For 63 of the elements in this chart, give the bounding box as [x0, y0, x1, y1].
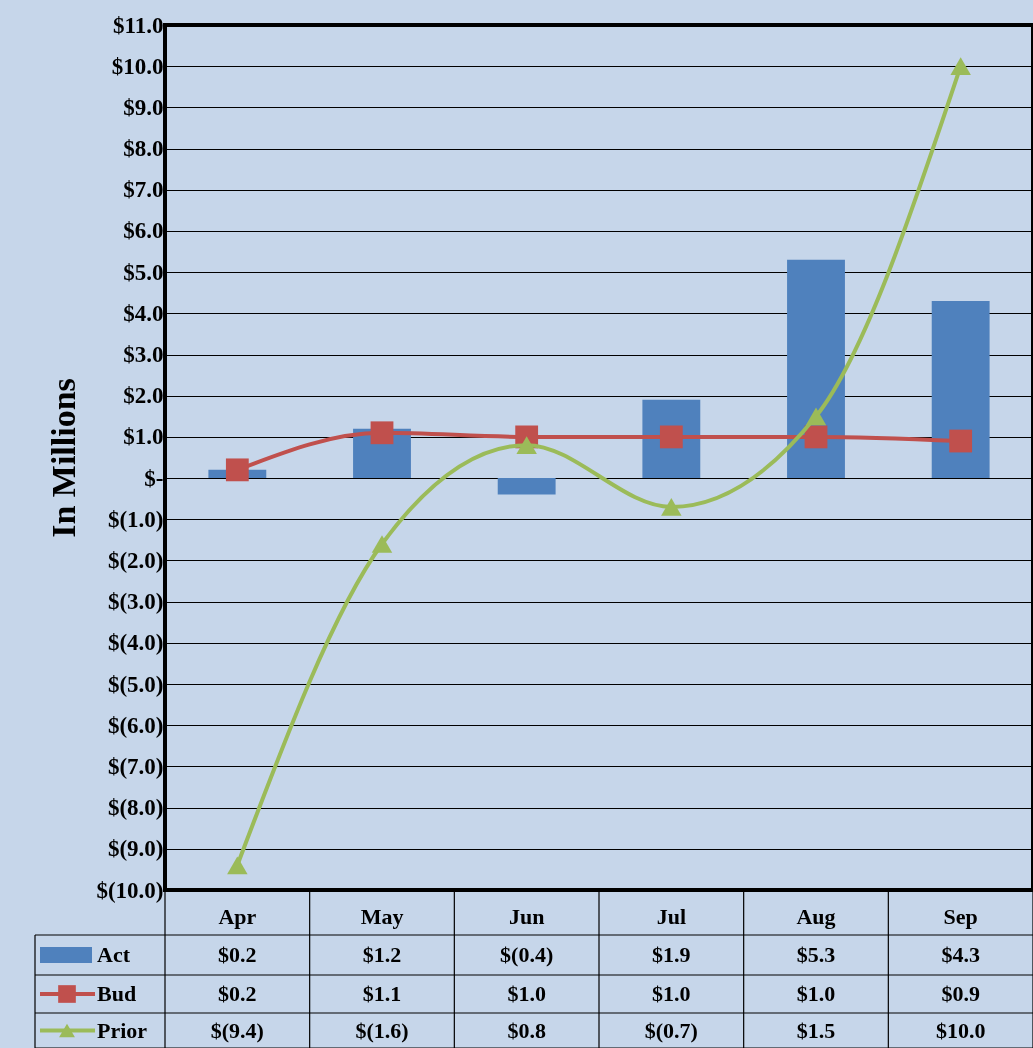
y-tick-label: $9.0 — [123, 94, 164, 120]
point — [949, 429, 973, 453]
point — [804, 425, 828, 449]
y-tick-label: $4.0 — [123, 300, 164, 326]
point — [516, 436, 537, 455]
y-tick-label: $7.0 — [123, 177, 164, 203]
bar — [497, 478, 556, 495]
x-tick-label: May — [360, 903, 404, 929]
x-tick-label: Sep — [943, 903, 978, 929]
y-tick-label: $8.0 — [123, 136, 164, 162]
y-axis-title: In Millions — [45, 378, 83, 538]
data-label: $0.2 — [218, 942, 257, 967]
y-tick-label: $10.0 — [111, 53, 164, 79]
y-tick-label: $11.0 — [113, 12, 164, 38]
bar — [787, 259, 845, 479]
y-tick-label: $(9.0) — [107, 836, 164, 862]
y-tick-label: $(6.0) — [107, 712, 164, 738]
point — [370, 421, 394, 445]
y-tick-label: $6.0 — [123, 218, 164, 244]
y-tick-label: $(7.0) — [107, 753, 164, 779]
y-tick-label: $(2.0) — [107, 547, 164, 573]
legend-label: Bud — [97, 981, 137, 1006]
point — [805, 407, 827, 426]
data-label: $(9.4) — [210, 1017, 264, 1043]
data-label: $1.5 — [796, 1017, 836, 1043]
y-tick-label: $3.0 — [123, 342, 164, 368]
data-label: $(1.6) — [355, 1017, 409, 1043]
data-label: $0.9 — [941, 981, 980, 1006]
y-tick-label: $5.0 — [123, 259, 164, 285]
y-tick-label: $(1.0) — [107, 506, 164, 532]
data-label: $1.0 — [652, 981, 691, 1006]
y-tick-label: $- — [144, 465, 164, 491]
data-label: $(0.4) — [500, 942, 554, 967]
bar — [931, 300, 990, 479]
data-label: $(0.7) — [644, 1017, 698, 1043]
y-tick-label: $2.0 — [123, 383, 164, 409]
data-label: $5.3 — [796, 942, 836, 967]
data-label: $0.2 — [218, 981, 257, 1006]
y-tick-label: $(8.0) — [107, 795, 164, 821]
data-label: $1.9 — [652, 942, 691, 967]
data-label: $1.2 — [362, 942, 402, 967]
y-tick-label: $(3.0) — [107, 589, 164, 615]
point — [661, 498, 682, 516]
y-tick-label: $(10.0) — [96, 877, 164, 903]
x-tick-label: Aug — [796, 903, 836, 929]
point — [371, 535, 393, 553]
data-label: $10.0 — [935, 1017, 986, 1043]
x-tick-label: Apr — [218, 903, 257, 929]
data-label: $0.8 — [507, 1017, 546, 1043]
data-label: $4.3 — [941, 942, 980, 967]
legend-label: Prior — [97, 1017, 148, 1043]
data-label: $1.1 — [362, 981, 402, 1006]
x-tick-label: Jul — [656, 903, 687, 929]
point — [950, 57, 971, 76]
data-label: $1.0 — [796, 981, 836, 1006]
legend-label: Act — [97, 942, 131, 967]
y-tick-label: $(5.0) — [107, 671, 164, 697]
y-tick-label: $(4.0) — [107, 630, 164, 656]
point — [225, 458, 249, 482]
point — [227, 856, 248, 875]
x-tick-label: Jun — [508, 903, 545, 929]
y-tick-label: $1.0 — [123, 424, 164, 450]
data-label: $1.0 — [507, 981, 546, 1006]
